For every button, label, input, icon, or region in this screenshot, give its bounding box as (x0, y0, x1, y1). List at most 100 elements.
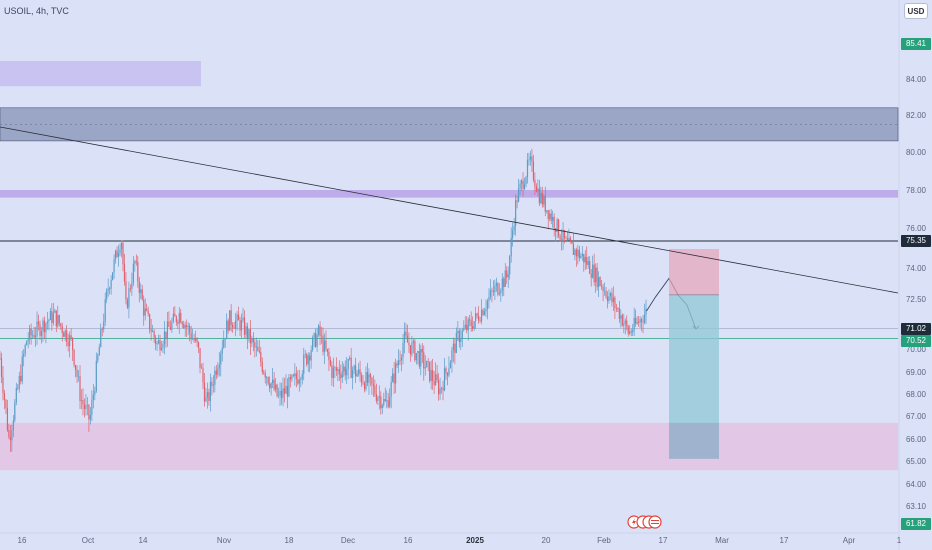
candle-body (633, 317, 635, 331)
candle-body (88, 404, 90, 420)
candle-body (85, 405, 87, 409)
candle-body (516, 200, 518, 202)
candle-body (515, 200, 517, 226)
candle-body (160, 347, 163, 351)
candle-body (495, 283, 497, 286)
candle-body (392, 373, 394, 382)
zone-resistance[interactable] (0, 107, 899, 142)
candle-body (150, 329, 152, 332)
candle-body (337, 369, 339, 371)
candle-body (638, 321, 640, 323)
candle-body (642, 321, 644, 323)
candle-body (546, 210, 548, 212)
zone-level[interactable] (0, 190, 898, 198)
candle-body (329, 360, 332, 365)
candle-body (599, 277, 601, 286)
candle-body (194, 338, 197, 341)
candle-body (426, 361, 428, 368)
candle-body (36, 321, 38, 336)
event-icons[interactable] (627, 515, 663, 529)
candle-body (596, 267, 598, 288)
time-axis[interactable]: 16 Oct 14 Nov 18 Dec 16 2025 20 Feb 17 Mar 17 Apr 1 (0, 532, 902, 545)
candle-body (602, 286, 604, 292)
candle-body (598, 277, 600, 288)
earnings-icon[interactable] (636, 515, 662, 529)
candle-body (255, 346, 257, 348)
candle-body (451, 350, 453, 363)
trendline[interactable] (0, 126, 899, 294)
candle-body (415, 352, 417, 361)
candle-body (104, 299, 106, 322)
candle-body (402, 342, 404, 358)
candle-body (531, 156, 533, 162)
candle-body (178, 312, 180, 324)
candle-body (83, 404, 86, 409)
candle-body (227, 320, 229, 331)
candle-body (424, 367, 426, 369)
candle-body (353, 365, 355, 371)
candle-body (374, 385, 376, 395)
price-tick-label: 63.10 (906, 502, 927, 511)
candle-body (586, 256, 588, 265)
candle-body (457, 330, 459, 333)
candle-body (483, 311, 486, 316)
candle-body (529, 156, 532, 160)
currency-button[interactable]: USD (904, 3, 928, 19)
candle-body (220, 353, 222, 365)
candle-body (328, 351, 330, 361)
candle-body (251, 338, 253, 344)
candle-body (15, 388, 17, 403)
candle-body (605, 290, 607, 297)
candle-body (540, 192, 542, 203)
candle-body (423, 352, 425, 369)
candle-body (43, 320, 46, 333)
stop-loss-zone[interactable] (669, 249, 719, 295)
candle-body (186, 325, 188, 328)
price-axis[interactable]: 86.0084.0082.0080.0078.0076.0074.0072.50… (898, 0, 927, 550)
candle-body (640, 319, 643, 322)
candle-body (475, 313, 477, 322)
candle-body (574, 249, 576, 255)
position-tool[interactable] (669, 249, 719, 459)
candle-body (55, 310, 57, 327)
candle-body (623, 323, 625, 326)
candle-body (501, 278, 503, 291)
candle-body (239, 320, 241, 331)
candle-body (523, 184, 526, 189)
candle-body (101, 329, 103, 330)
candle-body (20, 375, 22, 382)
candle-body (9, 436, 11, 441)
candle-body (298, 379, 300, 384)
candle-body (273, 379, 275, 390)
trendline-layer[interactable] (0, 126, 899, 294)
candle-body (122, 243, 124, 265)
candle-body (46, 321, 49, 324)
candle-body (307, 355, 309, 365)
candle-body (617, 308, 619, 309)
candle-body (146, 308, 148, 311)
symbol-label[interactable]: USOIL, 4h, TVC (4, 6, 69, 16)
candle-body (350, 357, 352, 379)
zone-support[interactable] (0, 422, 898, 471)
candle-body (234, 320, 237, 329)
candle-body (571, 241, 573, 244)
candles-layer (0, 148, 700, 452)
candle-body (189, 326, 191, 333)
candle-body (362, 382, 364, 384)
candle-body (549, 213, 551, 219)
candle-body (92, 394, 94, 400)
price-tick-label: 68.00 (906, 390, 927, 399)
candle-body (280, 390, 283, 398)
candle-body (461, 330, 463, 339)
candle-body (538, 188, 540, 203)
zone-highlight[interactable] (0, 61, 201, 87)
candle-body (547, 210, 549, 219)
time-tick-label: 17 (780, 536, 789, 545)
price-tick-label: 69.00 (906, 368, 927, 377)
candle-body (572, 243, 575, 255)
candle-body (89, 414, 91, 420)
candle-body (412, 341, 414, 343)
candle-body (77, 376, 80, 377)
candle-body (340, 374, 342, 378)
